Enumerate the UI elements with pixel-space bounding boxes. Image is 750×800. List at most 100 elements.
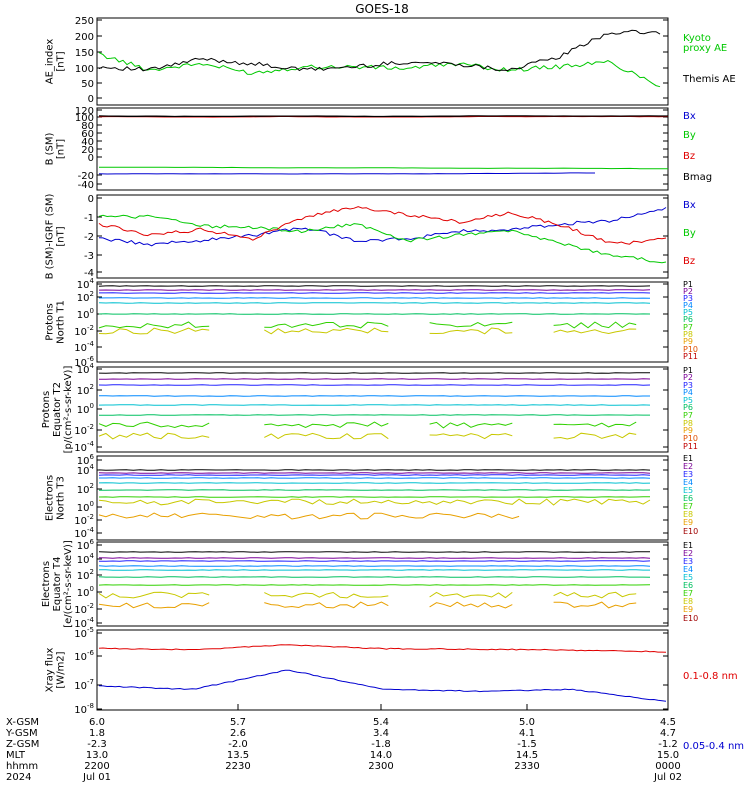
dbirf-traces	[98, 206, 667, 264]
panel-frame	[96, 455, 669, 541]
legend-label: E3	[683, 557, 693, 566]
y-tick-label: 100	[77, 585, 94, 599]
axis-value: 3.4	[373, 728, 389, 739]
legend-label: P4	[683, 388, 693, 397]
series-line	[98, 602, 210, 609]
series-line	[98, 372, 650, 374]
series-line	[98, 591, 210, 599]
y-axis-label: North T3	[56, 476, 67, 520]
pe-traces	[98, 372, 651, 440]
y-axis-label: Equator T4	[52, 557, 63, 612]
series-line	[99, 477, 651, 479]
legend-label: P2	[683, 287, 693, 296]
legend-label: proxy AE	[683, 43, 727, 54]
axis-value: -2.3	[87, 739, 107, 750]
row-label: hhmm	[6, 761, 38, 772]
y-tick-label: -20	[78, 171, 94, 182]
y-tick-label: 60	[81, 129, 94, 140]
y-tick-label: 10-7	[74, 678, 94, 692]
axis-value: 2230	[225, 761, 250, 772]
legend-label: E4	[683, 565, 693, 574]
y-tick-label: -4	[84, 268, 94, 279]
y-axis-label: Electrons	[41, 561, 52, 607]
series-line	[98, 498, 651, 506]
axis-value: -1.8	[371, 739, 391, 750]
y-tick-label: -3	[84, 251, 94, 262]
series-line	[553, 601, 637, 609]
y-tick-label: 102	[77, 482, 94, 496]
series-line	[98, 576, 651, 578]
y-tick-label: 10-5	[74, 626, 94, 640]
series-line	[98, 321, 210, 329]
y-tick-label: 10-4	[74, 340, 94, 354]
legend-label: P1	[683, 366, 693, 375]
legend-label: P1	[683, 280, 693, 289]
legend-label: P7	[683, 323, 693, 332]
xray-traces	[98, 644, 667, 702]
series-line	[98, 472, 651, 474]
series-line	[98, 551, 651, 553]
y-tick-label: 20	[81, 145, 94, 156]
y-tick-label: 150	[75, 48, 94, 59]
series-line	[429, 601, 513, 609]
y-axis-label: Electrons	[45, 475, 56, 521]
legend-label: Kyoto	[683, 33, 711, 44]
y-tick-label: 10-2	[74, 602, 94, 616]
y-tick-label: 250	[75, 16, 94, 27]
legend-label: P3	[683, 294, 693, 303]
series-line	[264, 421, 389, 428]
y-tick-label: 104	[77, 463, 95, 477]
legend-label: P10	[683, 434, 698, 443]
y-tick-label: -1	[84, 213, 94, 224]
y-tick-label: 10-2	[74, 513, 94, 527]
y-axis-label: Equator T2	[52, 382, 63, 437]
en-traces	[98, 469, 651, 520]
y-axis-label: AE_index	[45, 39, 56, 85]
series-line	[429, 327, 513, 335]
series-line	[98, 313, 651, 315]
panel-frame	[96, 281, 669, 363]
axis-value: 13.0	[86, 750, 108, 761]
series-line	[98, 395, 650, 397]
series-line	[98, 327, 210, 335]
b-traces	[98, 115, 669, 175]
legend-label: P2	[683, 373, 693, 382]
legend-label: E2	[683, 549, 693, 558]
y-tick-label: 50	[81, 79, 94, 90]
series-line	[429, 421, 513, 429]
legend-label: Bz	[683, 256, 695, 267]
axis-value: -2.0	[228, 739, 248, 750]
y-axis-label: [e/(cm²-s-sr-keV)]	[63, 540, 74, 628]
series-line	[98, 557, 651, 559]
y-axis-label: [p/(cm²-s-sr-keV)]	[63, 366, 74, 454]
panel-frame	[96, 107, 669, 191]
row-label: 2024	[6, 772, 31, 783]
series-line	[99, 569, 650, 571]
axis-value: 4.1	[519, 728, 535, 739]
series-line	[98, 172, 595, 175]
legend-label: P3	[683, 381, 693, 390]
y-axis-label: [nT]	[56, 51, 67, 71]
legend-label: Themis AE	[682, 74, 736, 85]
series-line	[99, 166, 668, 170]
series-line	[98, 206, 667, 245]
chart-title: GOES-18	[355, 2, 409, 16]
legend-label: P11	[683, 352, 698, 361]
axis-value: -1.5	[517, 739, 537, 750]
axis-value: 5.7	[230, 717, 246, 728]
y-tick-label: 100	[77, 402, 94, 416]
series-line	[99, 489, 651, 491]
series-line	[99, 414, 650, 416]
legend-label: 0.1-0.8 nm	[683, 671, 738, 682]
axis-value: 4.7	[660, 728, 676, 739]
legend-label: P9	[683, 426, 693, 435]
y-tick-label: 120	[75, 106, 94, 117]
axis-value: 4.5	[660, 717, 676, 728]
y-tick-label: 0	[88, 153, 94, 164]
y-tick-label: 104	[77, 277, 95, 291]
series-line	[98, 421, 210, 429]
y-tick-label: 102	[77, 383, 94, 397]
